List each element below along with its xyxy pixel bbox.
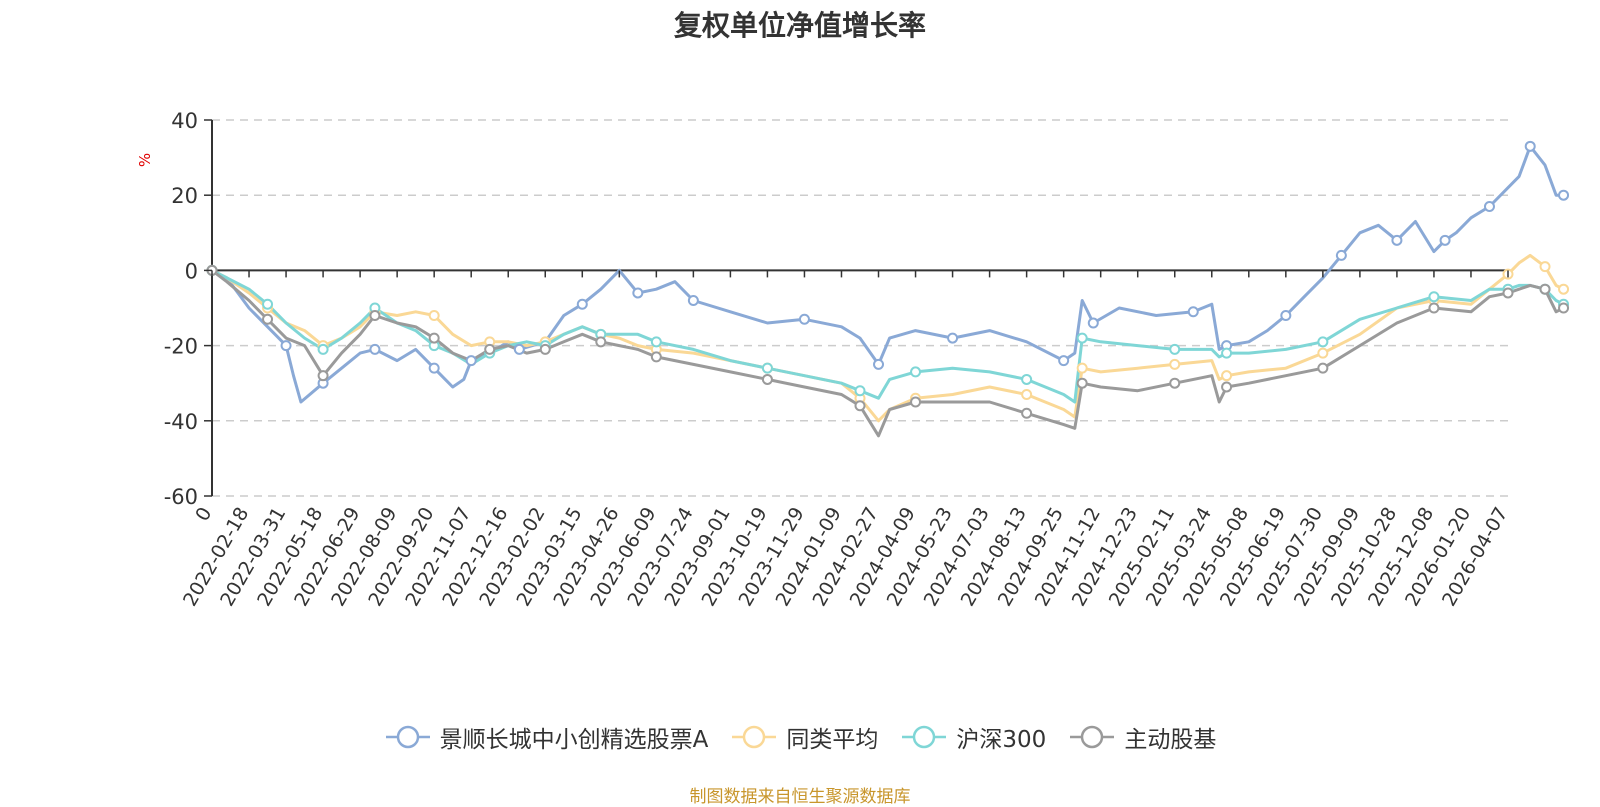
series-marker-3	[1076, 377, 1088, 389]
series-marker-3	[910, 396, 922, 408]
legend-item[interactable]: 主动股基	[1068, 720, 1216, 754]
chart-title: 复权单位净值增长率	[673, 9, 926, 42]
series-marker-2	[1428, 291, 1440, 303]
series-marker-0	[369, 343, 381, 355]
series-marker-2	[1317, 336, 1329, 348]
legend-item[interactable]: 景顺长城中小创精选股票A	[384, 720, 709, 754]
series-markers	[206, 140, 1570, 419]
legend-item[interactable]: 沪深300	[900, 720, 1046, 754]
series-marker-3	[262, 313, 274, 325]
series-marker-3	[1169, 377, 1181, 389]
series-marker-0	[576, 298, 588, 310]
series-marker-0	[632, 287, 644, 299]
series-marker-2	[910, 366, 922, 378]
series-marker-2	[854, 385, 866, 397]
series-marker-2	[1021, 373, 1033, 385]
series-marker-0	[428, 362, 440, 374]
y-tick-labels: 40 20 0 -20 -40 -60	[164, 109, 212, 509]
y-tick-label: -20	[164, 335, 198, 359]
series-lines	[211, 144, 1565, 438]
series-marker-3	[1317, 362, 1329, 374]
series-marker-0	[798, 313, 810, 325]
series-marker-1	[1169, 358, 1181, 370]
series-marker-3	[650, 351, 662, 363]
series-marker-2	[761, 362, 773, 374]
series-marker-0	[1087, 317, 1099, 329]
x-tick-labels: 02022-02-182022-03-312022-05-182022-06-2…	[179, 270, 1512, 610]
legend-item[interactable]: 同类平均	[730, 720, 878, 754]
series-marker-0	[873, 358, 885, 370]
x-tick-label: 0	[191, 504, 216, 525]
gridlines	[212, 119, 1508, 497]
series-marker-3	[1021, 407, 1033, 419]
legend: 景顺长城中小创精选股票A 同类平均 沪深300 主动股基	[0, 720, 1600, 754]
series-marker-3	[1221, 381, 1233, 393]
series-marker-3	[1558, 302, 1570, 314]
series-marker-1	[1539, 261, 1551, 273]
series-line-2	[211, 269, 1565, 404]
legend-swatch-icon	[902, 725, 947, 749]
series-line-1	[211, 253, 1565, 423]
y-tick-label: 20	[171, 184, 198, 208]
series-marker-0	[465, 355, 477, 367]
series-marker-3	[484, 343, 496, 355]
series-marker-0	[513, 343, 525, 355]
y-tick-label: -40	[164, 410, 198, 434]
series-marker-0	[1524, 140, 1536, 152]
series-marker-3	[317, 370, 329, 382]
series-marker-0	[1391, 234, 1403, 246]
series-marker-1	[1558, 283, 1570, 295]
series-marker-0	[1439, 234, 1451, 246]
y-tick-label: -60	[164, 485, 198, 509]
series-marker-1	[1076, 362, 1088, 374]
series-marker-3	[1502, 287, 1514, 299]
y-axis-label: %	[136, 153, 154, 167]
series-marker-0	[1335, 249, 1347, 261]
series-marker-1	[428, 310, 440, 322]
series-marker-3	[539, 343, 551, 355]
series-marker-3	[1539, 283, 1551, 295]
series-marker-0	[1058, 355, 1070, 367]
series-marker-0	[280, 340, 292, 352]
series-marker-0	[1483, 200, 1495, 212]
series-marker-1	[1021, 388, 1033, 400]
series-marker-0	[1187, 306, 1199, 318]
series-marker-2	[262, 298, 274, 310]
legend-label: 景顺长城中小创精选股票A	[439, 727, 709, 753]
series-marker-3	[595, 336, 607, 348]
legend-label: 同类平均	[786, 727, 879, 753]
y-tick-label: 0	[185, 259, 198, 283]
y-tick-label: 40	[171, 109, 198, 133]
series-marker-0	[947, 332, 959, 344]
legend-label: 主动股基	[1124, 727, 1217, 753]
series-line-0	[211, 144, 1564, 404]
legend-swatch-icon	[1070, 725, 1115, 749]
series-marker-3	[854, 400, 866, 412]
series-marker-3	[1428, 302, 1440, 314]
series-marker-1	[1317, 347, 1329, 359]
series-marker-3	[428, 332, 440, 344]
series-line-3	[211, 269, 1565, 438]
series-marker-2	[1169, 343, 1181, 355]
series-marker-0	[1280, 310, 1292, 322]
series-marker-1	[1221, 370, 1233, 382]
series-marker-3	[761, 373, 773, 385]
series-marker-2	[1221, 347, 1233, 359]
legend-label: 沪深300	[956, 727, 1047, 753]
legend-swatch-icon	[385, 725, 430, 749]
series-marker-0	[687, 294, 699, 306]
axes	[211, 120, 1508, 496]
source-note: 制图数据来自恒生聚源数据库	[689, 787, 911, 807]
series-marker-2	[317, 343, 329, 355]
series-marker-2	[1076, 332, 1088, 344]
series-marker-2	[650, 336, 662, 348]
legend-swatch-icon	[732, 725, 777, 749]
series-marker-0	[1558, 189, 1570, 201]
series-marker-3	[369, 310, 381, 322]
